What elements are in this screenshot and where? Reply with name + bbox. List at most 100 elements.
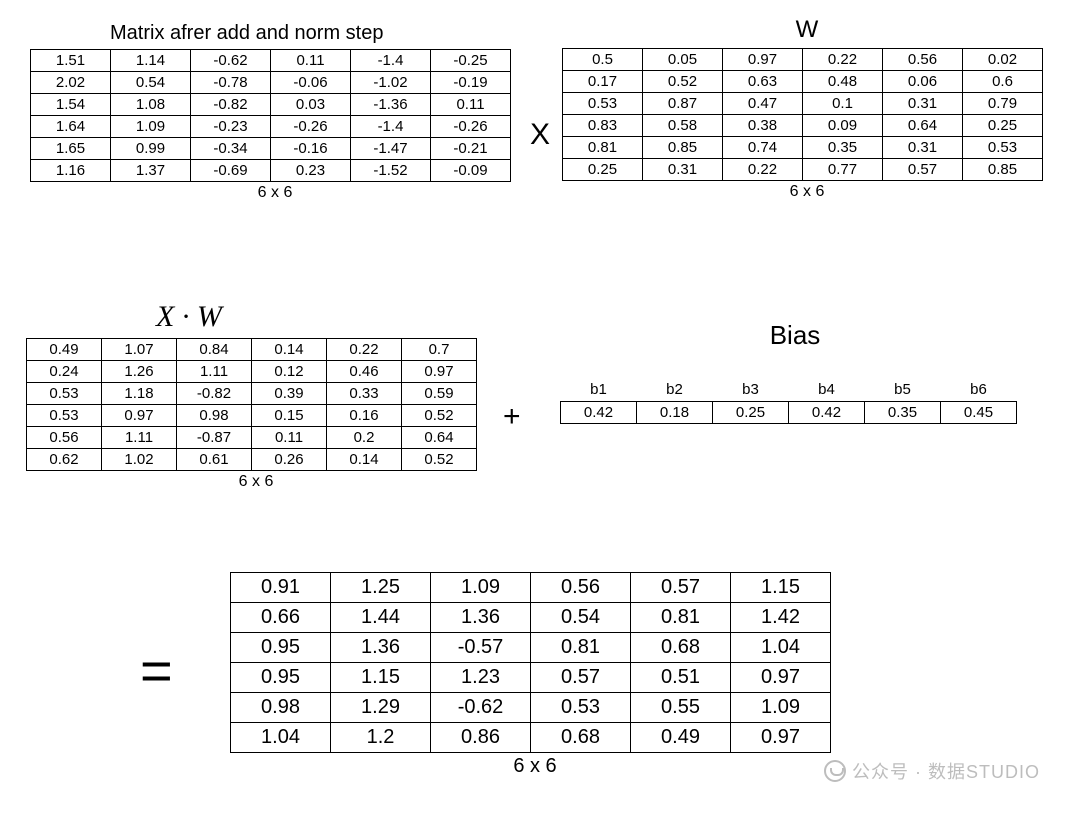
- matrix-cell: -0.25: [431, 50, 511, 72]
- matrix-cell: 0.68: [531, 723, 631, 753]
- bias-value-cell: 0.18: [637, 401, 713, 423]
- matrix-cell: 0.02: [963, 49, 1043, 71]
- matrix-cell: -0.21: [431, 138, 511, 160]
- matrix-w-table: 0.50.050.970.220.560.020.170.520.630.480…: [562, 48, 1043, 181]
- watermark-text: 公众号 · 数据STUDIO: [852, 758, 1040, 784]
- matrix-cell: 0.09: [803, 115, 883, 137]
- matrix-cell: 0.15: [252, 405, 327, 427]
- matrix-cell: 1.15: [331, 663, 431, 693]
- matrix-cell: 0.12: [252, 361, 327, 383]
- matrix-cell: -1.02: [351, 72, 431, 94]
- matrix-cell: 1.04: [231, 723, 331, 753]
- matrix-cell: 0.77: [803, 159, 883, 181]
- bias-header-cell: b5: [865, 379, 941, 401]
- matrix-cell: 1.36: [331, 633, 431, 663]
- matrix-cell: 0.5: [563, 49, 643, 71]
- matrix-cell: 2.02: [31, 72, 111, 94]
- matrix-cell: 0.25: [963, 115, 1043, 137]
- matrix-w-block: W 0.50.050.970.220.560.020.170.520.630.4…: [562, 16, 1052, 201]
- matrix-cell: 0.79: [963, 93, 1043, 115]
- matrix-result-table: 0.911.251.090.560.571.150.661.441.360.54…: [230, 572, 831, 753]
- matrix-x-table: 1.511.14-0.620.11-1.4-0.252.020.54-0.78-…: [30, 49, 511, 182]
- matrix-xw-dim: 6 x 6: [26, 473, 486, 491]
- matrix-xw-block: X · W 0.491.070.840.140.220.70.241.261.1…: [26, 300, 486, 491]
- matrix-cell: 0.53: [963, 137, 1043, 159]
- bias-block: Bias b1b2b3b4b5b60.420.180.250.420.350.4…: [560, 320, 1030, 424]
- table-row: 0.830.580.380.090.640.25: [563, 115, 1043, 137]
- matrix-cell: 0.05: [643, 49, 723, 71]
- matrix-cell: 0.95: [231, 663, 331, 693]
- matrix-cell: 1.23: [431, 663, 531, 693]
- matrix-cell: -0.34: [191, 138, 271, 160]
- matrix-cell: 0.23: [271, 160, 351, 182]
- matrix-cell: 0.14: [327, 449, 402, 471]
- table-row: 0.981.29-0.620.530.551.09: [231, 693, 831, 723]
- matrix-cell: 1.18: [102, 383, 177, 405]
- bias-value-cell: 0.42: [789, 401, 865, 423]
- bias-value-cell: 0.25: [713, 401, 789, 423]
- matrix-cell: 1.16: [31, 160, 111, 182]
- matrix-cell: 0.56: [27, 427, 102, 449]
- matrix-cell: 1.09: [111, 116, 191, 138]
- matrix-cell: 0.53: [27, 383, 102, 405]
- matrix-cell: 1.64: [31, 116, 111, 138]
- matrix-cell: 0.59: [402, 383, 477, 405]
- matrix-cell: -0.16: [271, 138, 351, 160]
- table-row: 1.641.09-0.23-0.26-1.4-0.26: [31, 116, 511, 138]
- matrix-cell: -1.52: [351, 160, 431, 182]
- matrix-cell: 0.57: [531, 663, 631, 693]
- matrix-xw-table: 0.491.070.840.140.220.70.241.261.110.120…: [26, 338, 477, 471]
- matrix-cell: 0.52: [402, 405, 477, 427]
- matrix-cell: 0.81: [563, 137, 643, 159]
- matrix-cell: 0.6: [963, 71, 1043, 93]
- matrix-cell: 0.49: [27, 339, 102, 361]
- matrix-cell: 1.36: [431, 603, 531, 633]
- matrix-cell: 0.55: [631, 693, 731, 723]
- matrix-cell: -0.69: [191, 160, 271, 182]
- bias-value-cell: 0.35: [865, 401, 941, 423]
- matrix-cell: -0.26: [271, 116, 351, 138]
- matrix-cell: 0.38: [723, 115, 803, 137]
- table-row: 0.810.850.740.350.310.53: [563, 137, 1043, 159]
- bias-header-cell: b4: [789, 379, 865, 401]
- matrix-cell: 1.29: [331, 693, 431, 723]
- bias-value-cell: 0.42: [561, 401, 637, 423]
- matrix-cell: 0.22: [327, 339, 402, 361]
- bias-title: Bias: [560, 320, 1030, 351]
- table-row: 2.020.54-0.78-0.06-1.02-0.19: [31, 72, 511, 94]
- matrix-cell: 0.16: [327, 405, 402, 427]
- matrix-cell: -0.26: [431, 116, 511, 138]
- matrix-cell: 0.57: [883, 159, 963, 181]
- matrix-cell: -0.06: [271, 72, 351, 94]
- matrix-cell: 0.87: [643, 93, 723, 115]
- matrix-cell: 0.31: [883, 93, 963, 115]
- bias-header-cell: b3: [713, 379, 789, 401]
- wechat-icon: [824, 760, 846, 782]
- matrix-cell: 0.48: [803, 71, 883, 93]
- multiply-operator: X: [530, 118, 550, 152]
- matrix-cell: 0.66: [231, 603, 331, 633]
- matrix-cell: 0.81: [631, 603, 731, 633]
- matrix-cell: 0.14: [252, 339, 327, 361]
- plus-operator: +: [503, 400, 521, 434]
- table-row: 0.621.020.610.260.140.52: [27, 449, 477, 471]
- table-row: 0.561.11-0.870.110.20.64: [27, 427, 477, 449]
- table-row: 1.541.08-0.820.03-1.360.11: [31, 94, 511, 116]
- matrix-cell: 1.37: [111, 160, 191, 182]
- watermark: 公众号 · 数据STUDIO: [824, 758, 1040, 784]
- table-row: 0.250.310.220.770.570.85: [563, 159, 1043, 181]
- matrix-cell: 0.97: [102, 405, 177, 427]
- matrix-cell: 0.25: [563, 159, 643, 181]
- matrix-cell: 0.62: [27, 449, 102, 471]
- matrix-result-block: 0.911.251.090.560.571.150.661.441.360.54…: [230, 572, 840, 778]
- table-row: 0.951.151.230.570.510.97: [231, 663, 831, 693]
- matrix-cell: -1.4: [351, 50, 431, 72]
- matrix-cell: 0.33: [327, 383, 402, 405]
- matrix-cell: 0.53: [531, 693, 631, 723]
- matrix-cell: 1.08: [111, 94, 191, 116]
- matrix-cell: 0.06: [883, 71, 963, 93]
- table-row: 0.530.870.470.10.310.79: [563, 93, 1043, 115]
- matrix-x-title: Matrix afrer add and norm step: [30, 22, 520, 45]
- matrix-cell: -0.87: [177, 427, 252, 449]
- table-row: 1.161.37-0.690.23-1.52-0.09: [31, 160, 511, 182]
